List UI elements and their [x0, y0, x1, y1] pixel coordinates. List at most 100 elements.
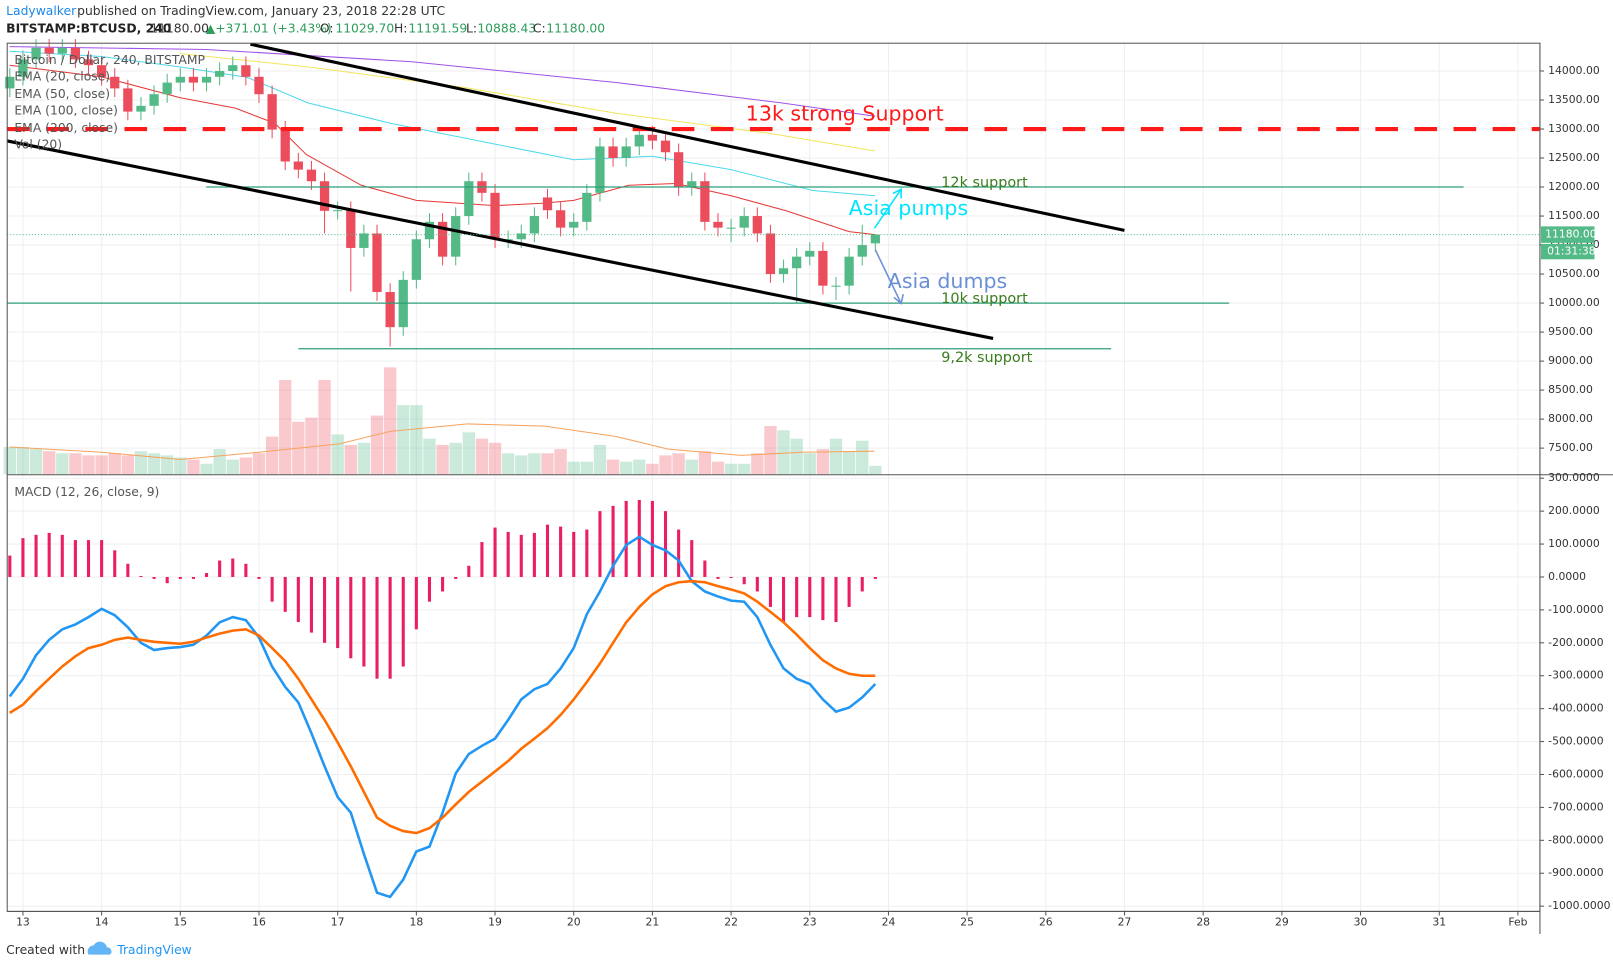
candle-body	[96, 65, 107, 77]
histogram-bar	[493, 527, 497, 577]
volume-bar	[580, 461, 594, 475]
y-tick-label: 13500.00	[1548, 93, 1600, 106]
macd-line	[8, 535, 877, 899]
volume-bar	[16, 446, 30, 475]
published: published on TradingView.com, January 23…	[77, 4, 445, 18]
arrow-up	[873, 188, 902, 229]
volume-bar	[672, 453, 685, 475]
l-label: L:	[466, 21, 477, 35]
histogram-bar	[519, 534, 523, 577]
volume-bar	[3, 446, 16, 475]
level-label: 10k support	[941, 291, 1028, 307]
candle-body	[687, 181, 697, 188]
histogram-bar	[86, 540, 91, 577]
histogram-bar	[60, 534, 64, 577]
x-tick-label: 22	[724, 916, 738, 929]
candle-body	[437, 221, 448, 257]
volume-bar	[279, 379, 292, 475]
volume-bar	[239, 457, 253, 475]
candle-body	[346, 210, 356, 248]
histogram-bar	[690, 540, 694, 577]
candle-body	[136, 105, 146, 112]
x-tick-label: 20	[567, 916, 581, 929]
histogram-bar	[375, 576, 379, 679]
histogram-bar	[191, 576, 195, 579]
volume-bar	[659, 455, 672, 475]
brand-logo[interactable]	[87, 941, 112, 955]
candle-body	[778, 268, 789, 275]
volume-bar	[738, 463, 751, 475]
candle-body	[70, 47, 81, 60]
footer-text: Created with	[6, 943, 85, 957]
candle-body	[647, 134, 658, 141]
candle-body	[569, 221, 579, 228]
histogram-bar	[873, 576, 877, 579]
author[interactable]: Ladywalker	[6, 4, 77, 18]
volume-bar	[488, 442, 502, 475]
y-tick-label: 14000.00	[1548, 64, 1600, 77]
volume-bar	[108, 453, 121, 475]
histogram-bar	[532, 532, 536, 577]
y-tick-label: -200.0000	[1548, 636, 1604, 649]
volume-bar	[397, 405, 410, 475]
x-tick-label: 24	[882, 916, 896, 929]
trendline	[6, 139, 994, 340]
candle-body	[529, 216, 540, 234]
candle-body	[372, 233, 382, 293]
last-price-box	[1540, 226, 1595, 243]
histogram-bar	[545, 524, 550, 577]
x-tick-label: 16	[252, 916, 266, 929]
histogram-bar	[139, 575, 143, 578]
histogram-bar	[113, 550, 117, 577]
x-tick-label: Feb	[1508, 916, 1527, 929]
histogram-bar	[296, 576, 300, 623]
candle-body	[254, 76, 264, 95]
volume-bar	[646, 463, 659, 475]
candle-body	[582, 192, 592, 222]
histogram-bar	[401, 576, 405, 667]
volume-bar	[462, 432, 475, 475]
volume-bar	[567, 461, 580, 475]
histogram-bar	[768, 576, 772, 607]
c-value: 11180.00	[546, 21, 605, 35]
symbol: BITSTAMP:BTCUSD, 240	[6, 21, 171, 35]
volume-bar	[777, 430, 790, 475]
x-tick-label: 30	[1354, 916, 1368, 929]
volume-bar	[370, 415, 384, 475]
histogram-bar	[677, 529, 681, 577]
data-layer	[3, 39, 1540, 899]
candle-body	[844, 256, 854, 286]
x-tick-label: 25	[960, 916, 974, 929]
y-tick-label: 13000.00	[1548, 122, 1600, 135]
candle-body	[608, 146, 618, 159]
volume-bar	[449, 442, 462, 475]
x-tick-label: 17	[331, 916, 345, 929]
candle-body	[293, 161, 303, 170]
candle-body	[411, 239, 421, 280]
histogram-bar	[257, 576, 261, 579]
candle-body	[516, 233, 526, 240]
trendline	[250, 42, 1125, 232]
volume-bar	[803, 453, 816, 475]
candle-body	[542, 197, 553, 211]
histogram-bar	[847, 576, 851, 607]
x-tick-label: 18	[409, 916, 423, 929]
histogram-bar	[126, 563, 130, 577]
legend-entry: EMA (20, close)	[14, 70, 110, 84]
volume-bar	[69, 453, 82, 475]
brand[interactable]: TradingView	[116, 943, 191, 957]
histogram-bar	[270, 576, 274, 602]
y-tick-label: 300.0000	[1548, 471, 1600, 484]
volume-bar	[331, 434, 344, 475]
legend-entry: EMA (200, close)	[14, 121, 118, 135]
h-value: 11191.59	[408, 21, 467, 35]
candle-body	[267, 94, 277, 130]
histogram-bar	[388, 576, 392, 679]
histogram-bar	[703, 560, 707, 577]
candle-body	[739, 216, 749, 228]
y-tick-label: 11500.00	[1548, 209, 1600, 222]
candle-body	[123, 88, 133, 112]
x-tick-label: 21	[646, 916, 660, 929]
